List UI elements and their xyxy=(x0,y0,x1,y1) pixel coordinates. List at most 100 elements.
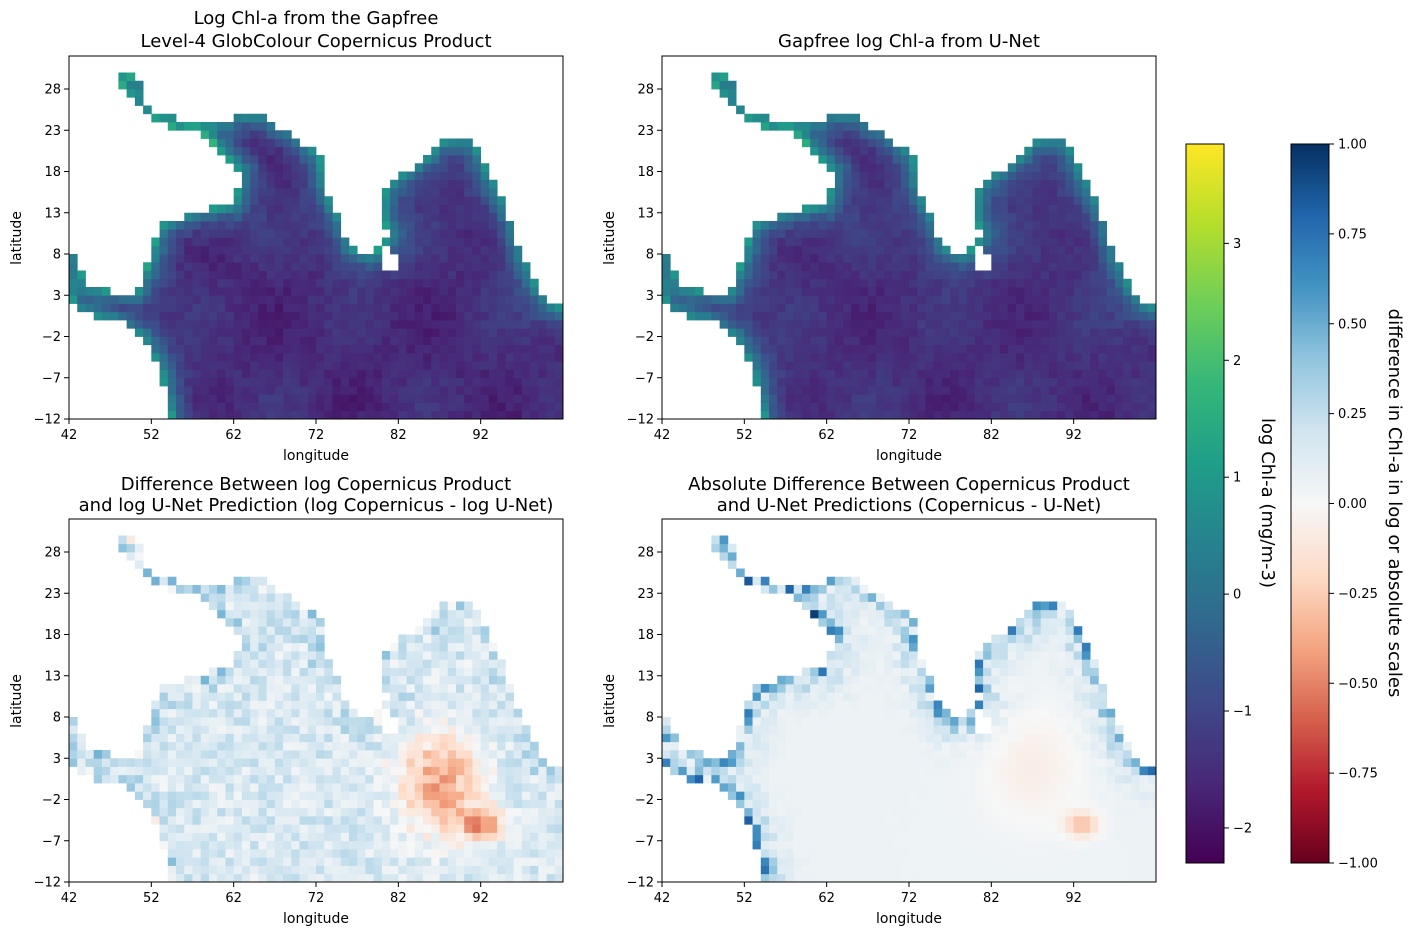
heatmap-cell xyxy=(258,783,267,792)
heatmap-cell xyxy=(884,394,893,403)
heatmap-cell xyxy=(291,221,300,230)
heatmap-cell xyxy=(373,783,383,792)
heatmap-cell xyxy=(134,774,144,784)
heatmap-cell xyxy=(826,113,836,123)
heatmap-cell xyxy=(892,353,902,362)
heatmap-cell xyxy=(283,394,292,403)
heatmap-cell xyxy=(925,229,935,238)
heatmap-cell xyxy=(983,295,992,304)
heatmap-cell xyxy=(703,295,712,304)
heatmap-cell xyxy=(727,758,737,767)
heatmap-cell xyxy=(480,336,490,346)
heatmap-cell xyxy=(299,179,309,189)
heatmap-cell xyxy=(1098,295,1107,304)
heatmap-cell xyxy=(760,336,770,346)
heatmap-cell xyxy=(406,204,416,214)
heatmap-cell xyxy=(703,766,712,776)
heatmap-cell xyxy=(867,865,877,875)
heatmap-cell xyxy=(233,270,243,280)
heatmap-cell xyxy=(480,651,490,660)
heatmap-cell xyxy=(431,783,440,792)
heatmap-cell xyxy=(769,369,778,379)
heatmap-cell xyxy=(834,741,844,751)
heatmap-cell xyxy=(390,741,399,751)
heatmap-cell xyxy=(200,394,210,403)
heatmap-cell xyxy=(464,146,473,156)
heatmap-cell xyxy=(258,262,267,271)
heatmap-cell xyxy=(431,766,440,776)
heatmap-cell xyxy=(497,229,506,238)
heatmap-cell xyxy=(390,188,399,197)
heatmap-cell xyxy=(859,179,869,189)
heatmap-cell xyxy=(884,303,893,313)
heatmap-cell xyxy=(225,410,235,420)
heatmap-cell xyxy=(480,394,490,403)
heatmap-cell xyxy=(801,262,811,271)
heatmap-cell xyxy=(513,750,523,759)
heatmap-cell xyxy=(1090,353,1099,362)
heatmap-cell xyxy=(727,320,737,329)
heatmap-cell xyxy=(406,741,416,751)
heatmap-cell xyxy=(760,311,770,321)
heatmap-cell xyxy=(373,873,383,883)
heatmap-cell xyxy=(826,849,836,858)
heatmap-cell xyxy=(793,122,803,131)
heatmap-cell xyxy=(250,791,259,800)
heatmap-cell xyxy=(843,377,852,387)
heatmap-cell xyxy=(1081,204,1091,214)
heatmap-cell xyxy=(876,171,885,181)
heatmap-cell xyxy=(950,353,959,362)
heatmap-cell xyxy=(258,113,267,123)
heatmap-cell xyxy=(744,287,753,296)
heatmap-cell xyxy=(258,188,267,197)
heatmap-cell xyxy=(480,708,490,718)
heatmap-cell xyxy=(843,816,852,825)
heatmap-cell xyxy=(1065,278,1075,288)
heatmap-cell xyxy=(390,766,399,776)
heatmap-cell xyxy=(69,725,78,734)
heatmap-cell xyxy=(1016,361,1025,370)
heatmap-cell xyxy=(431,163,440,172)
heatmap-cell xyxy=(760,816,770,825)
heatmap-cell xyxy=(884,204,893,214)
heatmap-cell xyxy=(85,758,95,767)
heatmap-cell xyxy=(662,262,671,271)
heatmap-cell xyxy=(447,799,457,809)
heatmap-cell xyxy=(884,386,893,395)
heatmap-cell xyxy=(472,254,482,263)
heatmap-cell xyxy=(151,262,160,271)
heatmap-cell xyxy=(439,410,449,420)
heatmap-cell xyxy=(480,361,490,370)
heatmap-cell xyxy=(414,295,424,304)
heatmap-cell xyxy=(340,791,350,800)
heatmap-cell xyxy=(1147,303,1157,313)
heatmap-cell xyxy=(406,278,416,288)
heatmap-cell xyxy=(497,717,506,726)
heatmap-cell xyxy=(760,692,770,701)
heatmap-cell xyxy=(233,113,243,123)
heatmap-cell xyxy=(439,402,449,412)
heatmap-cell xyxy=(192,807,202,817)
heatmap-cell xyxy=(752,311,762,321)
heatmap-cell xyxy=(398,832,407,842)
heatmap-cell xyxy=(1040,212,1050,222)
heatmap-cell xyxy=(159,799,169,809)
heatmap-cell xyxy=(785,741,795,751)
heatmap-cell xyxy=(324,353,333,362)
heatmap-cell xyxy=(480,369,490,379)
heatmap-cell xyxy=(933,402,943,412)
heatmap-cell xyxy=(834,585,844,594)
heatmap-cell xyxy=(340,270,350,280)
heatmap-cell xyxy=(843,122,852,131)
heatmap-cell xyxy=(488,832,498,842)
heatmap-cell xyxy=(834,303,844,313)
heatmap-cell xyxy=(554,832,564,842)
heatmap-cell xyxy=(348,783,358,792)
heatmap-cell xyxy=(266,179,276,189)
heatmap-cell xyxy=(554,410,564,420)
heatmap-cell xyxy=(662,287,671,296)
heatmap-cell xyxy=(530,857,539,866)
heatmap-cell xyxy=(859,634,869,644)
heatmap-cell xyxy=(810,369,819,379)
heatmap-cell xyxy=(1032,245,1042,255)
